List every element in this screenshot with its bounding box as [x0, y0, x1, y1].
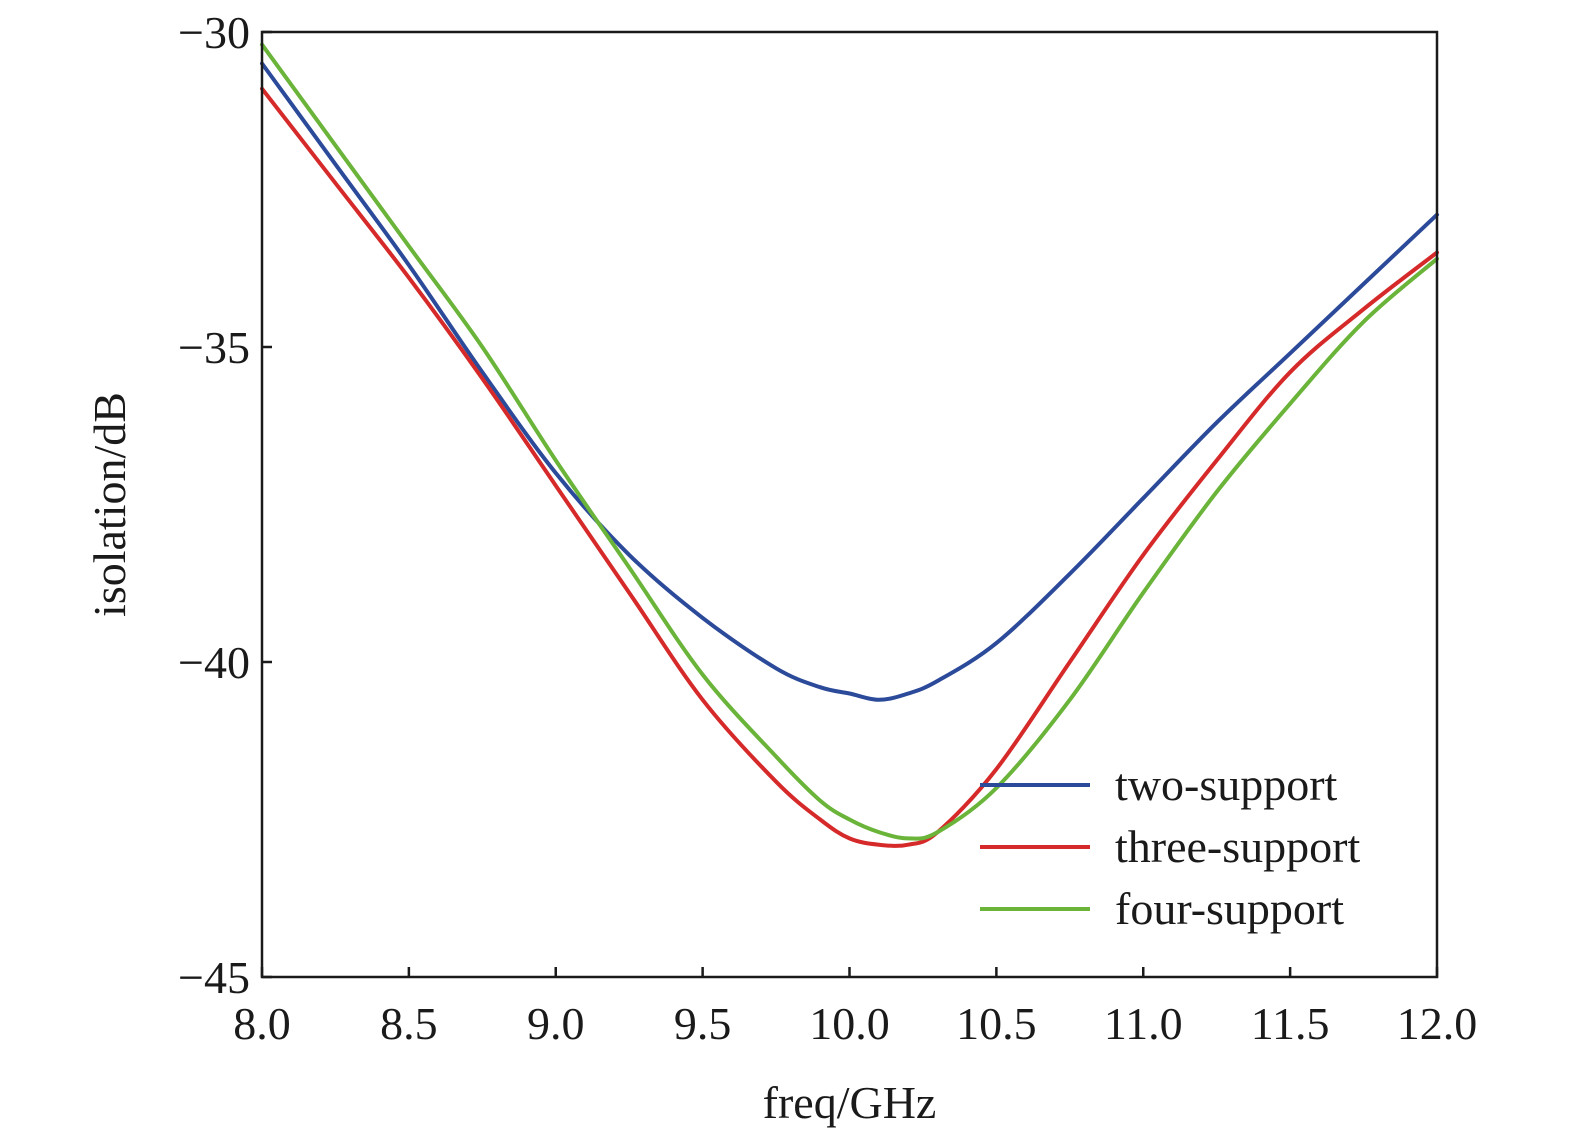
x-axis-ticks: 8.0 8.5 9.0 9.5 10.0 10.5 11.0 11.5 12.0	[233, 967, 1477, 1049]
legend-label-three-support: three-support	[1115, 821, 1360, 872]
y-axis-ticks: −30 −35 −40 −45	[178, 7, 272, 1003]
x-tick-label: 12.0	[1397, 998, 1478, 1049]
series-line-four-support	[260, 42, 1439, 841]
y-tick-label: −40	[178, 637, 250, 688]
x-tick-label: 11.0	[1104, 998, 1183, 1049]
series-line-three-support	[260, 86, 1439, 848]
y-tick-label: −45	[178, 952, 250, 1003]
y-tick-label: −35	[178, 322, 250, 373]
series-group	[260, 42, 1439, 848]
x-tick-label: 8.5	[380, 998, 438, 1049]
y-tick-label: −30	[178, 7, 250, 58]
x-tick-label: 9.0	[527, 998, 585, 1049]
legend: two-support three-support four-support	[980, 759, 1360, 934]
x-tick-label: 11.5	[1251, 998, 1330, 1049]
series-line-two-support	[260, 61, 1439, 702]
x-tick-label: 10.5	[956, 998, 1037, 1049]
y-axis-label: isolation/dB	[84, 392, 135, 617]
x-tick-label: 8.0	[233, 998, 291, 1049]
legend-label-four-support: four-support	[1115, 883, 1344, 934]
x-tick-label: 10.0	[809, 998, 890, 1049]
legend-label-two-support: two-support	[1115, 759, 1338, 810]
x-tick-label: 9.5	[674, 998, 732, 1049]
x-axis-label: freq/GHz	[763, 1077, 937, 1128]
